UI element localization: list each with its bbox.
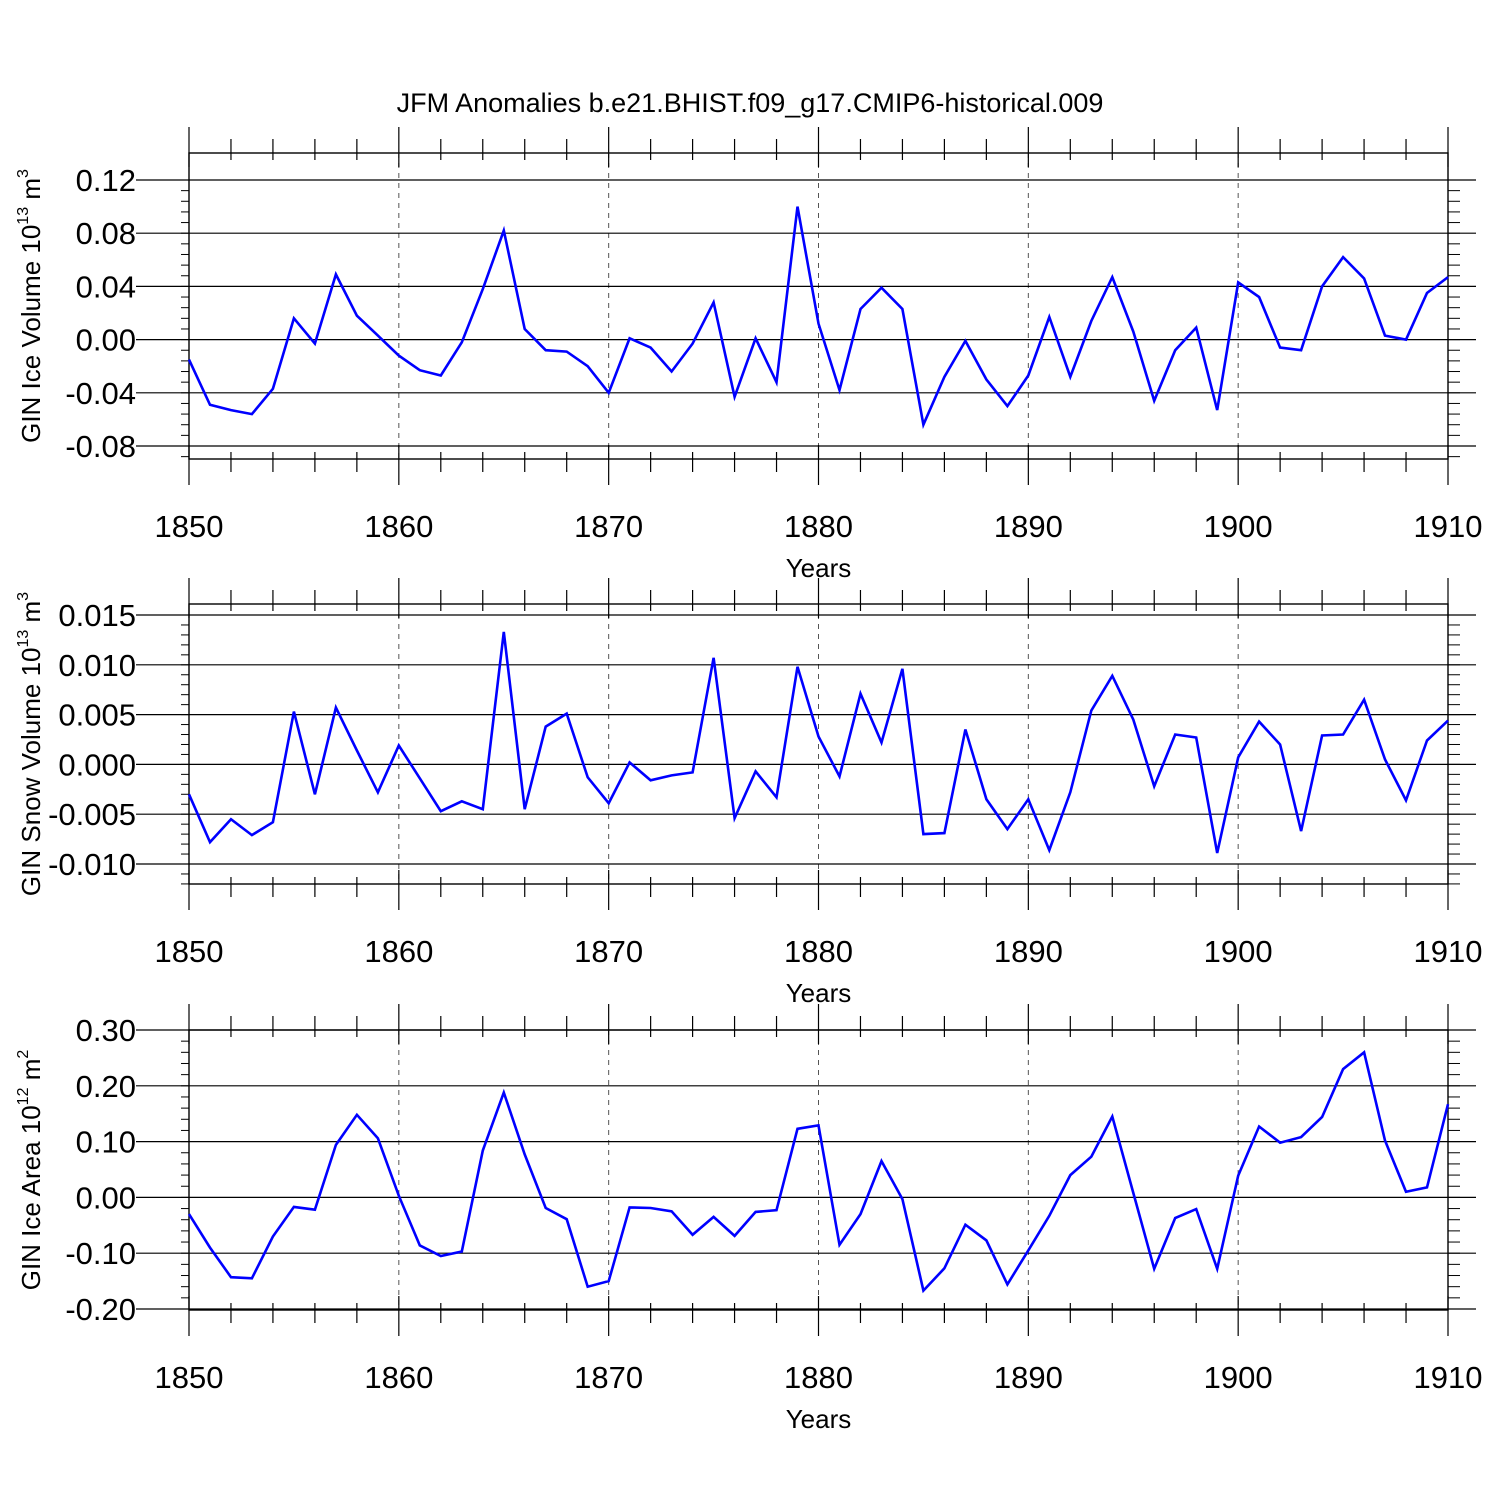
x-tick-label: 1890 [994,509,1063,544]
x-tick-label: 1850 [155,509,224,544]
x-tick-label: 1850 [155,934,224,969]
y-axis-label: GIN Ice Area 1012 m2 [15,1050,46,1291]
x-tick-label: 1890 [994,934,1063,969]
x-tick-label: 1900 [1204,1360,1273,1395]
x-tick-label: 1850 [155,1360,224,1395]
y-tick-label: -0.10 [65,1236,136,1271]
series-line [187,1050,1450,1294]
x-tick-label: 1870 [574,934,643,969]
x-tick-label: 1860 [364,1360,433,1395]
y-tick-label: 0.30 [76,1013,136,1048]
page-title: JFM Anomalies b.e21.BHIST.f09_g17.CMIP6-… [396,88,1104,118]
chart-panel-2: -0.010 -0.005 0.000 0.005 0.010 0.015 1850 1860… [15,578,1482,1008]
y-tick-label: 0.005 [58,698,136,733]
x-tick-label: 1880 [784,509,853,544]
y-axis-label: GIN Ice Volume 1013 m3 [15,169,46,443]
x-tick-label: 1910 [1414,934,1483,969]
y-tick-label: -0.04 [65,376,136,411]
y-tick-label: -0.08 [65,429,136,464]
y-tick-label: 0.00 [76,1180,136,1215]
chart-panel-1: -0.08 -0.04 0.00 0.04 0.08 0.12 1850 1860 1870 18… [15,127,1482,583]
y-tick-label: 0.000 [58,747,136,782]
y-tick-label: 0.00 [76,323,136,358]
x-axis-label: Years [786,1404,852,1434]
x-tick-label: 1910 [1414,1360,1483,1395]
y-tick-label: -0.20 [65,1292,136,1327]
x-axis-label: Years [786,978,852,1008]
x-tick-label: 1860 [364,934,433,969]
x-tick-label: 1900 [1204,934,1273,969]
y-tick-label: 0.20 [76,1069,136,1104]
y-tick-label: 0.015 [58,598,136,633]
x-tick-label: 1890 [994,1360,1063,1395]
x-tick-label: 1880 [784,1360,853,1395]
series-line [187,206,1449,430]
y-tick-label: 0.10 [76,1125,136,1160]
x-tick-label: 1900 [1204,509,1273,544]
x-tick-label: 1870 [574,509,643,544]
chart-panel-3: -0.20 -0.10 0.00 0.10 0.20 0.30 1850 1860 1870 18… [15,1004,1482,1434]
y-tick-label: 0.04 [76,269,136,304]
y-tick-label: 0.010 [58,648,136,683]
y-axis-label: GIN Snow Volume 1013 m3 [15,592,46,896]
y-tick-label: -0.005 [48,797,136,832]
x-tick-label: 1910 [1414,509,1483,544]
y-tick-label: 0.12 [76,163,136,198]
x-tick-label: 1870 [574,1360,643,1395]
x-tick-label: 1860 [364,509,433,544]
y-tick-label: -0.010 [48,847,136,882]
y-tick-label: 0.08 [76,216,136,251]
x-tick-label: 1880 [784,934,853,969]
series-line [187,631,1449,854]
